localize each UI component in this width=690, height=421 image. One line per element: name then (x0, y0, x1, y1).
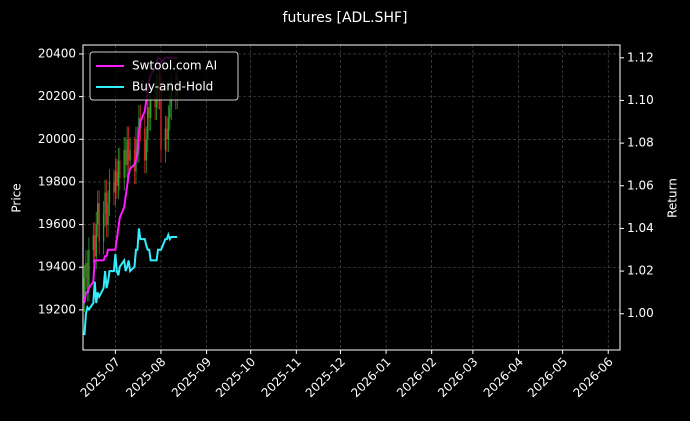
candle-body (129, 149, 131, 161)
line-series (83, 228, 178, 336)
x-tick-label: 2025-11 (259, 355, 304, 400)
x-tick-label: 2025-08 (123, 355, 168, 400)
candle-body (98, 203, 100, 242)
legend-label: Buy-and-Hold (132, 80, 213, 94)
chart-title: futures [ADL.SHF] (283, 10, 408, 26)
candle-body (107, 203, 109, 225)
candle-body (105, 192, 108, 225)
candle-body (117, 160, 120, 187)
candle-body (97, 203, 99, 225)
x-tick-label: 2026-02 (394, 355, 439, 400)
candle-body (164, 128, 167, 150)
x-tick-label: 2026-01 (348, 355, 393, 400)
y-tick-label: 20400 (38, 46, 76, 60)
y-tick-label: 19600 (38, 217, 76, 231)
candle-body (94, 235, 96, 257)
candle-body (108, 181, 111, 204)
y-tick-label: 19200 (38, 302, 76, 316)
y2-tick-label: 1.02 (627, 264, 654, 278)
legend-label: Swtool.com AI (132, 59, 217, 73)
y2-tick-label: 1.08 (627, 136, 654, 150)
y-tick-label: 20000 (38, 132, 76, 146)
candle-body (160, 75, 162, 150)
y2-tick-label: 1.04 (627, 221, 654, 235)
candle-body (127, 139, 130, 161)
y2-tick-label: 1.00 (627, 306, 654, 320)
candle-body (92, 235, 94, 251)
candle-body (116, 171, 118, 187)
y2-tick-label: 1.10 (627, 93, 654, 107)
x-tick-label: 2025-07 (78, 355, 123, 400)
x-tick-label: 2025-09 (169, 355, 214, 400)
legend-box (89, 51, 239, 101)
x-tick-label: 2026-04 (481, 355, 526, 400)
candle-body (126, 139, 128, 165)
candle-body (88, 250, 90, 289)
x-tick-label: 2025-12 (303, 355, 348, 400)
candle-body (147, 107, 149, 140)
candle-body (145, 139, 147, 161)
y2-tick-label: 1.06 (627, 178, 654, 192)
candle-body (85, 262, 87, 278)
candle-body (166, 128, 168, 140)
candle-body (83, 277, 86, 300)
candle-body (102, 213, 105, 242)
candle-body (86, 262, 89, 289)
candle-body (169, 107, 171, 118)
y2-tick-label: 1.12 (627, 50, 654, 64)
legend: Swtool.com AI Buy-and-Hold (89, 51, 239, 101)
candle-body (148, 107, 150, 118)
candle-body (95, 224, 97, 257)
candle-body (133, 149, 136, 172)
candle-body (167, 117, 170, 140)
y-tick-label: 20200 (38, 89, 76, 103)
candle-body (123, 149, 125, 178)
candle-body (114, 171, 117, 193)
candle-body (124, 149, 127, 165)
candle-body (104, 192, 106, 214)
x-tick-label: 2025-10 (213, 355, 258, 400)
candle-body (113, 181, 115, 193)
candle-body (144, 128, 146, 161)
y-tick-label: 19800 (38, 174, 76, 188)
x-tick-label: 2026-05 (525, 355, 570, 400)
x-tick-label: 2026-03 (435, 355, 480, 400)
candle-body (119, 160, 121, 178)
y2-axis-label: Return (666, 178, 680, 218)
plot-frame (82, 44, 621, 351)
y-axis-label: Price (10, 183, 24, 212)
candle-body (149, 96, 152, 118)
x-tick-label: 2026-06 (570, 355, 615, 400)
candle-body (154, 96, 156, 108)
candle-body (135, 139, 137, 172)
y-tick-label: 19400 (38, 260, 76, 274)
